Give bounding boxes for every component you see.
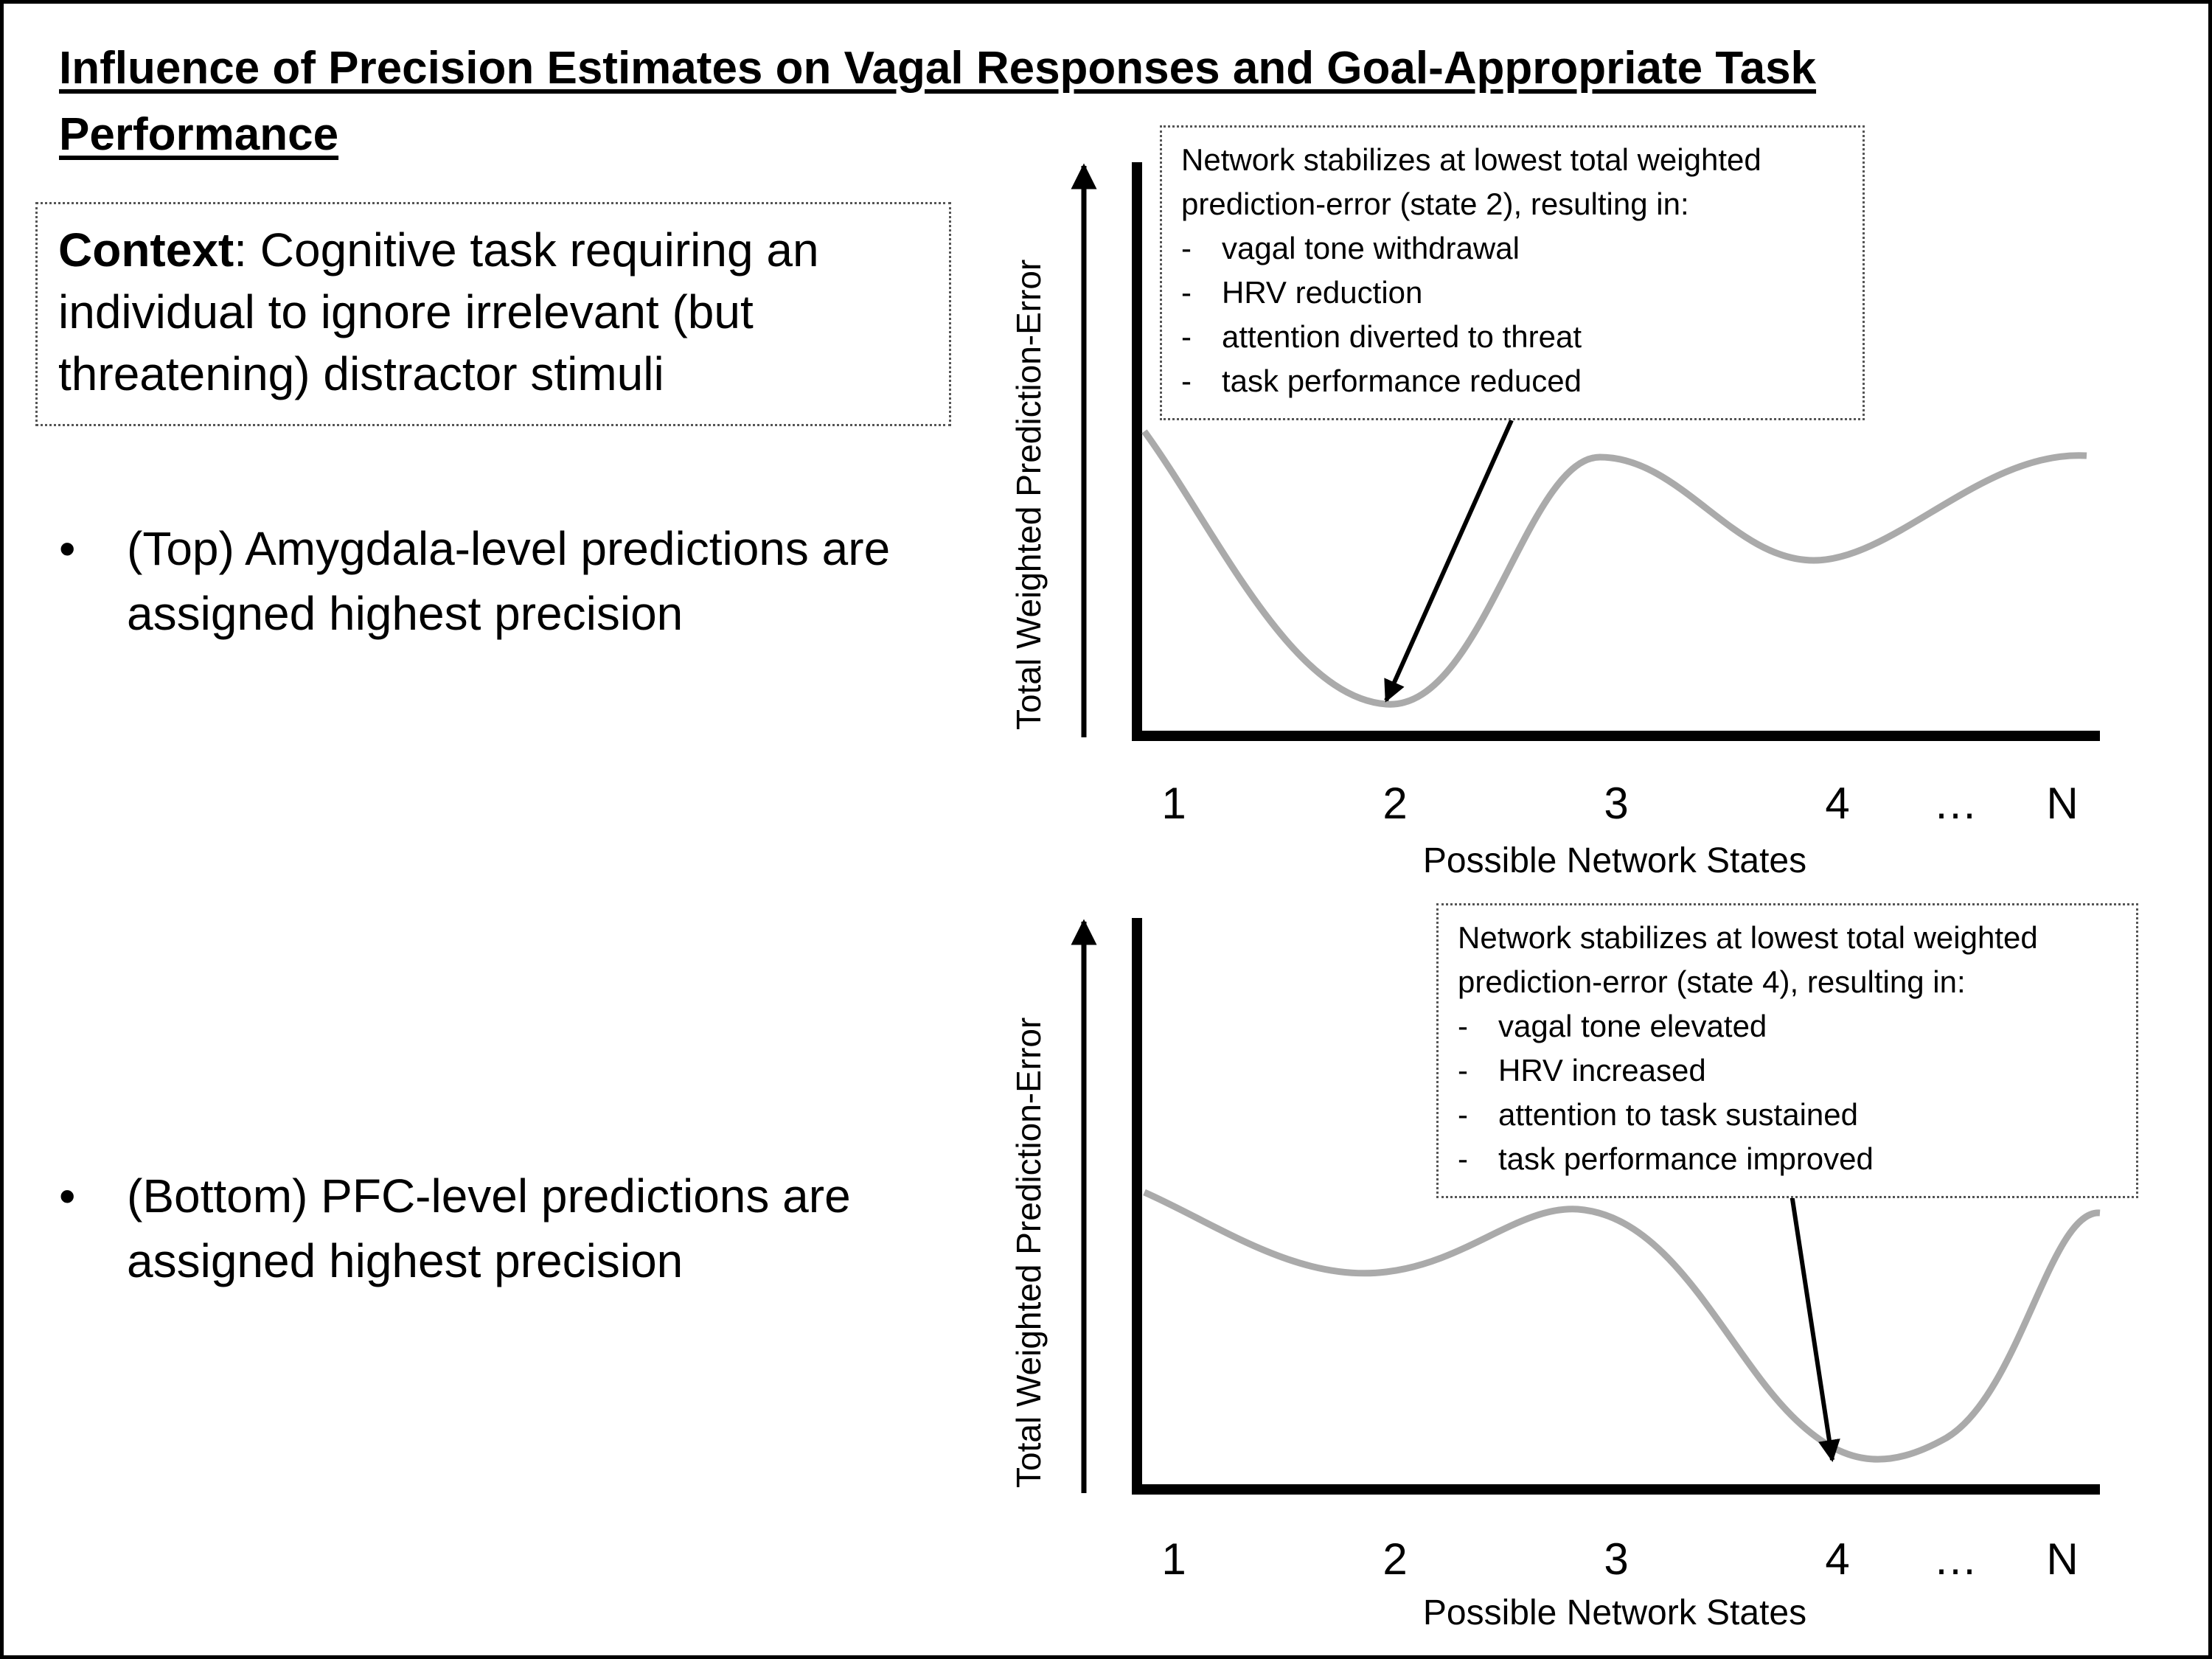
bottom-tick-3: 3 [1604, 1534, 1629, 1584]
top-tick-1: 1 [1161, 779, 1186, 828]
bullet-text-bottom: (Bottom) PFC-level predictions are assig… [127, 1169, 851, 1287]
context-box: Context: Cognitive task requiring an ind… [35, 202, 951, 426]
bottom-tick-ellipsis: … [1933, 1534, 1978, 1584]
bottom-x-label: Possible Network States [1422, 1593, 1807, 1632]
bottom-tick-2: 2 [1382, 1534, 1408, 1584]
bottom-annotation-box: Network stabilizes at lowest total weigh… [1436, 903, 2138, 1198]
context-label: Context [58, 223, 234, 276]
annotation-item: vagal tone withdrawal [1181, 226, 1843, 271]
bottom-tick-n: N [2046, 1534, 2079, 1584]
annotation-item: attention to task sustained [1458, 1093, 2117, 1137]
bullet-marker: • [59, 1169, 76, 1222]
annotation-header-line: prediction-error (state 2), resulting in… [1181, 187, 1689, 221]
annotation-item: HRV reduction [1181, 271, 1843, 315]
annotation-header-line: Network stabilizes at lowest total weigh… [1181, 142, 1761, 177]
figure-title: Influence of Precision Estimates on Vaga… [59, 43, 1817, 160]
top-tick-ellipsis: … [1933, 779, 1978, 828]
top-tick-4: 4 [1825, 779, 1850, 828]
bottom-tick-4: 4 [1825, 1534, 1850, 1584]
bullet-marker: • [59, 522, 76, 575]
annotation-item: attention diverted to threat [1181, 315, 1843, 359]
top-pointer-arrow [1384, 419, 1514, 703]
bottom-tick-1: 1 [1161, 1534, 1186, 1584]
top-annotation-box: Network stabilizes at lowest total weigh… [1160, 125, 1865, 420]
top-x-label: Possible Network States [1422, 841, 1807, 880]
annotation-item: task performance improved [1458, 1137, 2117, 1181]
annotation-header-line: Network stabilizes at lowest total weigh… [1458, 920, 2038, 955]
top-tick-2: 2 [1382, 779, 1408, 828]
top-y-label: Total Weighted Prediction-Error [1009, 259, 1048, 730]
bullet-text-top: (Top) Amygdala-level predictions are ass… [127, 522, 891, 640]
annotation-item: HRV increased [1458, 1048, 2117, 1093]
bottom-pointer-arrow [1790, 1194, 1840, 1462]
annotation-header-line: prediction-error (state 4), resulting in… [1458, 964, 1966, 999]
top-curve [1141, 429, 2087, 708]
annotation-item: vagal tone elevated [1458, 1004, 2117, 1048]
bottom-curve [1143, 1189, 2101, 1463]
annotation-item: task performance reduced [1181, 359, 1843, 403]
context-text: : Cognitive task requiring an individual… [58, 223, 819, 400]
bottom-y-label: Total Weighted Prediction-Error [1009, 1017, 1048, 1488]
top-tick-3: 3 [1604, 779, 1629, 828]
top-tick-n: N [2046, 779, 2079, 828]
